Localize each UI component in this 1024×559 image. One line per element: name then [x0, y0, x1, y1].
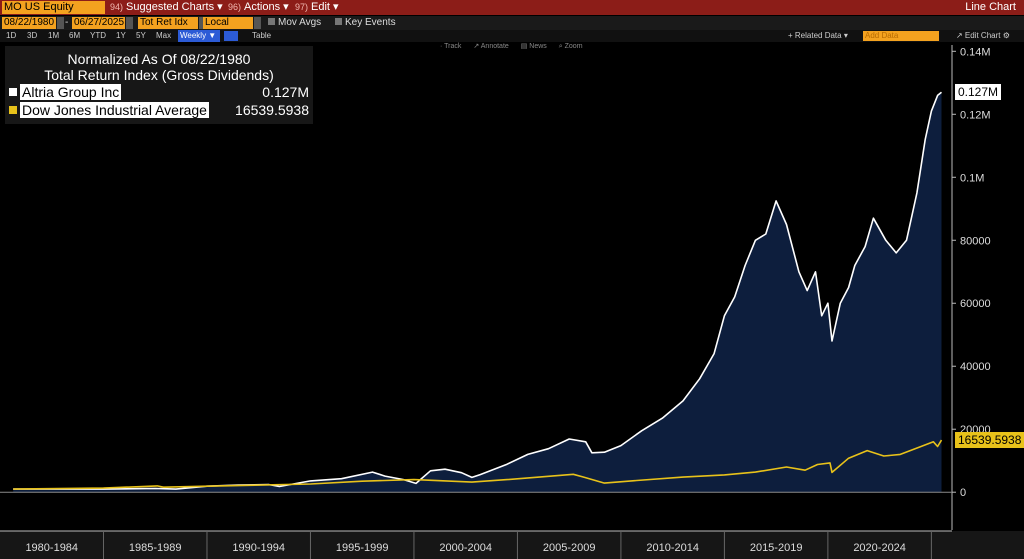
- suggested-charts-menu[interactable]: 94) Suggested Charts ▾: [110, 1, 223, 14]
- legend-row-dow[interactable]: Dow Jones Industrial Average 16539.5938: [9, 102, 309, 118]
- legend-name-altria: Altria Group Inc: [20, 84, 122, 100]
- key-events-label: Key Events: [345, 17, 396, 28]
- chart-type-title: Line Chart: [965, 1, 1016, 13]
- chart-tools: · Track ↗ Annotate ▤ News ⌕ Zoom: [440, 42, 593, 52]
- legend-title-normalized: Normalized As Of 08/22/1980: [67, 51, 251, 67]
- legend-name-dow: Dow Jones Industrial Average: [20, 102, 209, 118]
- period-ytd[interactable]: YTD: [90, 31, 106, 40]
- y-tick-label: 80000: [960, 235, 991, 247]
- legend-title-index: Total Return Index (Gross Dividends): [44, 67, 274, 83]
- related-data-button[interactable]: + Related Data ▾: [788, 31, 848, 40]
- x-tick-label: 1985-1989: [129, 542, 182, 554]
- period-3d[interactable]: 3D: [27, 31, 38, 40]
- legend-row-altria[interactable]: Altria Group Inc 0.127M: [9, 84, 309, 100]
- x-tick-label: 1990-1994: [232, 542, 285, 554]
- menu-number: 97): [295, 2, 309, 12]
- end-date-field[interactable]: 06/27/2025: [72, 17, 125, 29]
- zoom-tool[interactable]: ⌕ Zoom: [558, 43, 583, 50]
- chart-legend: Normalized As Of 08/22/1980 Total Return…: [5, 46, 313, 124]
- x-axis-band: [0, 531, 1024, 559]
- menu-number: 94): [110, 2, 124, 12]
- last-value-tag-dow: 16539.5938: [955, 432, 1024, 449]
- dow-line: [13, 439, 943, 490]
- y-tick-label: 0.1M: [960, 172, 984, 184]
- key-events-option[interactable]: Key Events: [335, 17, 396, 29]
- track-tool[interactable]: · Track: [440, 43, 462, 50]
- x-tick-label: 2005-2009: [543, 542, 596, 554]
- altria-line: [13, 91, 943, 490]
- actions-menu[interactable]: 96) Actions ▾: [228, 1, 289, 14]
- period-max[interactable]: Max: [156, 31, 172, 40]
- y-tick-label: 0: [960, 487, 966, 499]
- legend-swatch-dow: [9, 106, 17, 114]
- news-tool[interactable]: ▤ News: [520, 43, 547, 50]
- end-date-dropdown[interactable]: [126, 17, 133, 29]
- y-tick-label: 0.12M: [960, 109, 991, 121]
- period-bar: 1D 3D 1M 6M YTD 1Y 5Y Max Weekly ▼ Table…: [0, 30, 1024, 42]
- x-tick-label: 2015-2019: [750, 542, 803, 554]
- start-date-field[interactable]: 08/22/1980: [2, 17, 56, 29]
- key-events-checkbox-icon: [335, 18, 342, 25]
- start-date-dropdown[interactable]: [57, 17, 64, 29]
- menu-label: Suggested Charts ▾: [126, 1, 223, 13]
- menu-number: 96): [228, 2, 242, 12]
- menu-label: Actions ▾: [244, 1, 289, 13]
- y-tick-label: 40000: [960, 361, 991, 373]
- period-1d[interactable]: 1D: [6, 31, 17, 40]
- period-5y[interactable]: 5Y: [136, 31, 146, 40]
- edit-chart-button[interactable]: ↗ Edit Chart ⚙: [956, 31, 1010, 40]
- ticker-field[interactable]: MO US Equity: [2, 1, 105, 14]
- period-1m[interactable]: 1M: [48, 31, 60, 40]
- menu-label: Edit ▾: [311, 1, 339, 13]
- x-tick-label: 1995-1999: [336, 542, 389, 554]
- field-dropdown[interactable]: [199, 17, 206, 29]
- y-tick-label: 0.14M: [960, 46, 991, 58]
- x-tick-label: 2000-2004: [439, 542, 492, 554]
- table-button[interactable]: Table: [252, 31, 272, 40]
- y-tick-label: 60000: [960, 298, 991, 310]
- date-separator: -: [65, 17, 69, 28]
- x-tick-label: 2020-2024: [853, 542, 906, 554]
- currency-dropdown[interactable]: [254, 17, 261, 29]
- edit-menu[interactable]: 97) Edit ▾: [295, 1, 339, 14]
- altria-area: [13, 92, 942, 493]
- add-data-input[interactable]: Add Data: [863, 31, 939, 41]
- x-tick-label: 2010-2014: [646, 542, 699, 554]
- line-style-icon[interactable]: [224, 31, 238, 41]
- legend-value-altria: 0.127M: [262, 84, 309, 100]
- legend-swatch-altria: [9, 88, 17, 96]
- legend-value-dow: 16539.5938: [235, 102, 309, 118]
- mov-avgs-option[interactable]: Mov Avgs: [268, 17, 321, 29]
- annotate-tool[interactable]: ↗ Annotate: [473, 43, 509, 50]
- x-tick-label: 1980-1984: [25, 542, 78, 554]
- last-value-tag-altria: 0.127M: [955, 84, 1002, 101]
- period-6m[interactable]: 6M: [69, 31, 81, 40]
- mov-avgs-checkbox-icon: [268, 18, 275, 25]
- top-menu-bar: MO US Equity 94) Suggested Charts ▾ 96) Ac…: [0, 0, 1024, 15]
- period-1y[interactable]: 1Y: [116, 31, 126, 40]
- control-bar: 08/22/1980 - 06/27/2025 Tot Ret Idx G Lo…: [0, 16, 1024, 40]
- frequency-selector[interactable]: Weekly ▼: [178, 30, 220, 42]
- mov-avgs-label: Mov Avgs: [278, 17, 322, 28]
